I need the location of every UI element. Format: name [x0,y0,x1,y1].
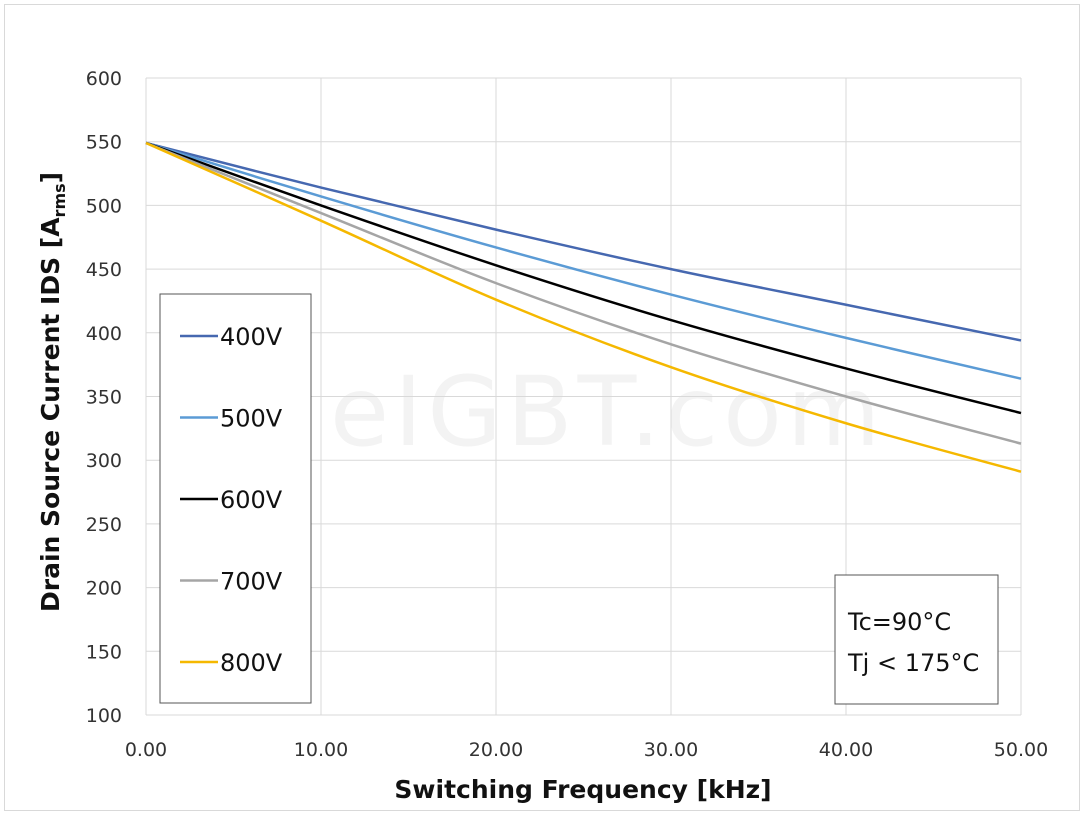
y-tick-label: 350 [86,387,122,409]
conditions-note: Tc=90°C Tj < 175°C [834,574,999,705]
series-line-800V [145,141,1022,473]
x-tick-label: 50.00 [994,739,1048,761]
y-tick-label: 500 [86,195,122,217]
x-tick-label: 20.00 [469,739,523,761]
series-line-700V [145,141,1022,445]
legend-label-700V: 700V [220,568,283,596]
x-tick-label: 40.00 [819,739,873,761]
note-tc: Tc=90°C [847,608,951,636]
x-tick-label: 30.00 [644,739,698,761]
legend-label-800V: 800V [220,649,283,677]
x-tick-label: 10.00 [294,739,348,761]
series-line-500V [145,141,1022,380]
y-tick-label: 400 [86,323,122,345]
chart-frame [4,4,1080,811]
y-tick-label: 250 [86,514,122,536]
note-tj: Tj < 175°C [847,649,979,677]
y-tick-label: 200 [86,578,122,600]
x-tick-label: 0.00 [125,739,167,761]
y-tick-label: 150 [86,641,122,663]
y-tick-label: 550 [86,132,122,154]
y-tick-label: 450 [86,259,122,281]
legend-label-500V: 500V [220,405,283,433]
x-axis-title: Switching Frequency [kHz] [394,775,771,804]
legend-label-600V: 600V [220,486,283,514]
y-tick-label: 600 [86,68,122,90]
note-box [834,574,999,705]
legend: 400V 500V 600V 700V 800V [159,293,312,704]
legend-label-400V: 400V [220,323,283,351]
y-tick-label: 100 [86,705,122,727]
watermark: eIGBT.com [330,356,885,468]
series-line-400V [145,141,1022,342]
y-tick-label: 300 [86,450,122,472]
series-line-600V [145,141,1022,415]
y-axis-title: Drain Source Current IDS [Arms] [36,172,69,612]
